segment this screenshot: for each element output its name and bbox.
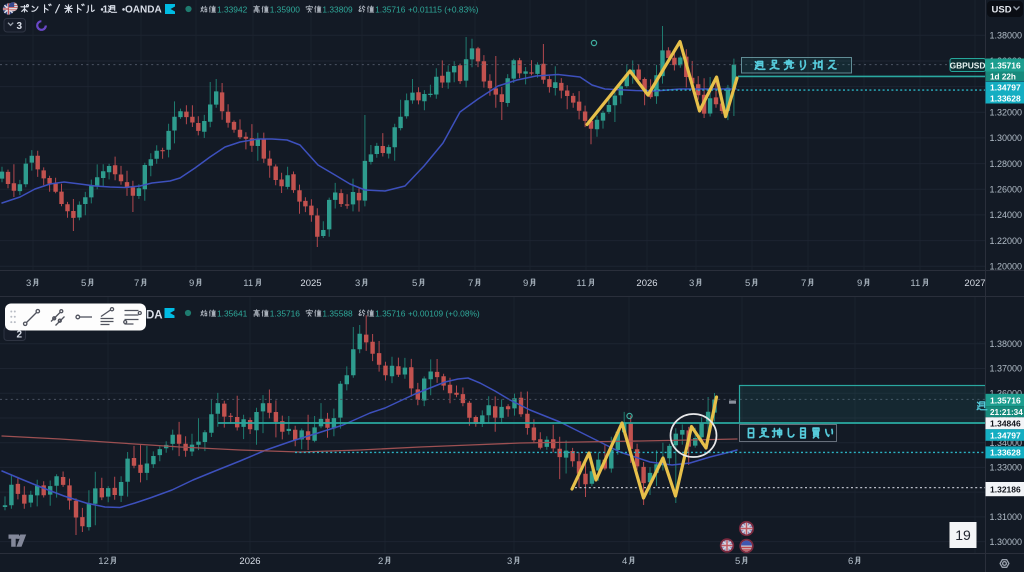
- svg-text:1.35900: 1.35900: [270, 4, 301, 14]
- svg-text:1.36000: 1.36000: [990, 389, 1023, 399]
- svg-text:7: 7: [801, 278, 806, 289]
- svg-text:5: 5: [81, 278, 86, 289]
- svg-text:1.31000: 1.31000: [990, 512, 1023, 522]
- svg-text:1.38000: 1.38000: [990, 31, 1023, 41]
- svg-text:OANDA: OANDA: [125, 5, 162, 16]
- svg-text:1d 22h: 1d 22h: [990, 73, 1016, 82]
- svg-text:1.34797: 1.34797: [990, 82, 1021, 92]
- svg-text:+0.01115 (+0.83%): +0.01115 (+0.83%): [408, 4, 479, 14]
- svg-text:1.34846: 1.34846: [990, 419, 1021, 429]
- svg-text:1.32186: 1.32186: [990, 484, 1021, 494]
- svg-text:1.30000: 1.30000: [990, 133, 1023, 143]
- svg-text:3: 3: [689, 278, 694, 289]
- svg-text:1.35716: 1.35716: [270, 308, 301, 318]
- svg-text:1.32000: 1.32000: [990, 108, 1023, 118]
- svg-text:5: 5: [412, 278, 417, 289]
- svg-text:9: 9: [189, 278, 194, 289]
- svg-text:1.33628: 1.33628: [990, 448, 1021, 458]
- svg-text:12: 12: [98, 556, 109, 567]
- svg-text:1.33809: 1.33809: [322, 4, 353, 14]
- svg-text:11: 11: [576, 278, 586, 289]
- svg-text:1.26000: 1.26000: [990, 185, 1023, 195]
- svg-text:1.35641: 1.35641: [217, 308, 248, 318]
- svg-text:1.35716: 1.35716: [990, 395, 1021, 405]
- svg-text:2: 2: [17, 329, 23, 340]
- svg-text:1: 1: [103, 5, 109, 16]
- svg-text:1.35716: 1.35716: [375, 308, 406, 318]
- svg-text:3: 3: [26, 278, 31, 289]
- svg-text:1.37000: 1.37000: [990, 364, 1023, 374]
- svg-text:1.30000: 1.30000: [990, 537, 1023, 547]
- svg-text:2026: 2026: [636, 278, 657, 289]
- svg-text:6: 6: [848, 556, 853, 567]
- svg-text:1.22000: 1.22000: [990, 236, 1023, 246]
- svg-text:1.34000: 1.34000: [990, 438, 1023, 448]
- svg-text:2026: 2026: [239, 556, 260, 567]
- svg-text:1.33000: 1.33000: [990, 463, 1023, 473]
- svg-text:1.20000: 1.20000: [990, 261, 1023, 271]
- svg-text:1.24000: 1.24000: [990, 210, 1023, 220]
- svg-text:1.33628: 1.33628: [990, 93, 1021, 103]
- svg-text:3: 3: [17, 21, 23, 32]
- svg-text:19: 19: [955, 527, 971, 543]
- svg-text:9: 9: [857, 278, 862, 289]
- svg-text:7: 7: [468, 278, 473, 289]
- svg-text:7: 7: [134, 278, 139, 289]
- svg-text:+0.00109 (+0.08%): +0.00109 (+0.08%): [408, 308, 480, 318]
- svg-text:1.28000: 1.28000: [990, 159, 1023, 169]
- svg-text:GBPUSD: GBPUSD: [950, 60, 986, 70]
- svg-text:1.35716: 1.35716: [375, 4, 406, 14]
- svg-text:1.35588: 1.35588: [322, 308, 353, 318]
- svg-text:11: 11: [910, 278, 920, 289]
- svg-text:1.38000: 1.38000: [990, 339, 1023, 349]
- svg-text:5: 5: [745, 278, 750, 289]
- svg-text:1.35716: 1.35716: [990, 60, 1021, 70]
- svg-text:5: 5: [735, 556, 740, 567]
- svg-text:3: 3: [507, 556, 512, 567]
- svg-text:DA: DA: [146, 310, 163, 322]
- svg-text:21:21:34: 21:21:34: [990, 408, 1023, 417]
- svg-text:2027: 2027: [964, 278, 985, 289]
- svg-text:2025: 2025: [300, 278, 321, 289]
- svg-text:1.34797: 1.34797: [990, 430, 1021, 440]
- svg-text:9: 9: [523, 278, 528, 289]
- svg-text:2: 2: [378, 556, 383, 567]
- svg-text:11: 11: [243, 278, 253, 289]
- svg-text:4: 4: [622, 556, 627, 567]
- svg-text:3: 3: [355, 278, 360, 289]
- svg-text:USD: USD: [992, 4, 1012, 15]
- svg-text:1.33942: 1.33942: [217, 4, 248, 14]
